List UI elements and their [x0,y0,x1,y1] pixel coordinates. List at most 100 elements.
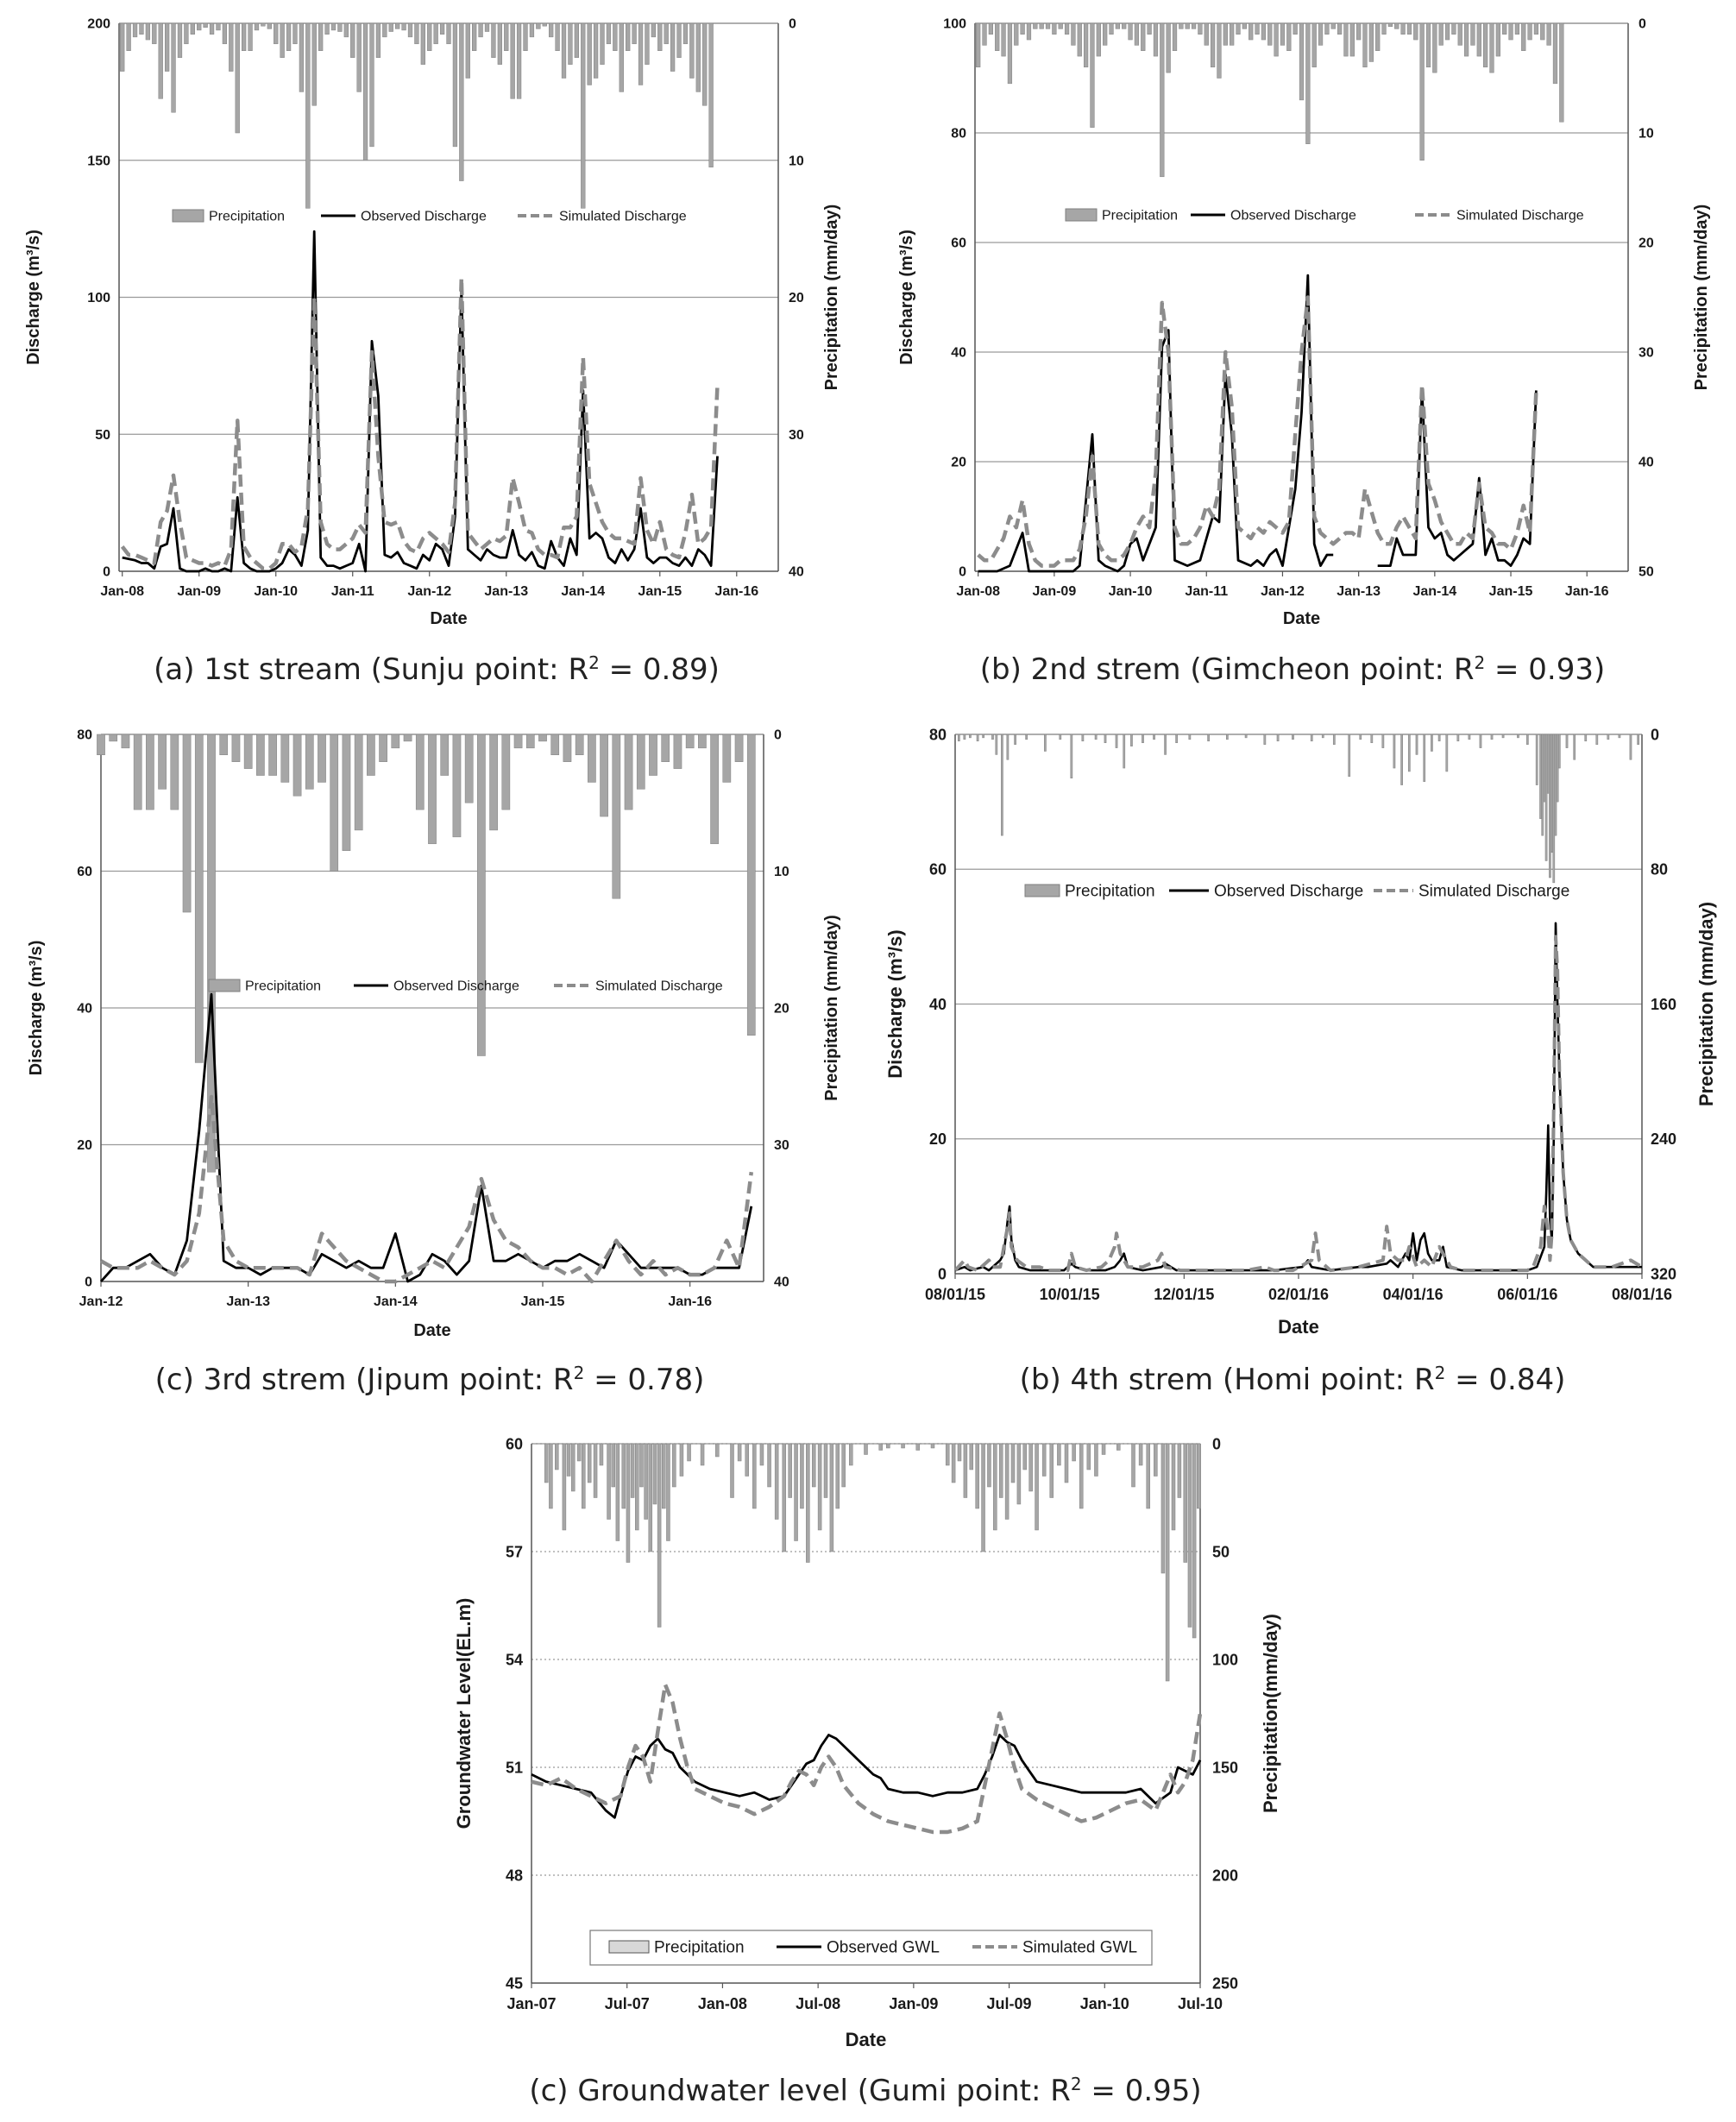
precip-bar [1177,1443,1182,1498]
precip-bar [995,734,998,755]
precip-bar [901,1443,905,1449]
precip-bar [1035,1443,1039,1531]
precip-bar [1101,1443,1106,1455]
precip-bar [1188,734,1192,740]
precip-bar [782,1443,787,1552]
precip-bar [1153,734,1155,740]
precip-bar [563,734,572,762]
y2-tick-label: 50 [1639,565,1654,580]
precip-bar [1138,1443,1143,1466]
panel-caption: (b) 2nd strem (Gimcheon point: R2 = 0.93… [980,652,1606,687]
precip-bar [1057,1443,1061,1466]
legend-swatch-precipitation [1065,208,1098,222]
precip-bar [788,1443,792,1498]
x-tick-label: Jan-10 [254,584,298,599]
precip-bar [305,734,314,790]
legend-box [589,1930,1153,1966]
precip-bar [630,1443,635,1498]
precip-bar [510,22,515,99]
precip-bar [998,1443,1003,1498]
precip-bar [261,22,266,27]
legend-label: Precipitation [654,1939,745,1957]
y2-tick-label: 50 [1212,1543,1230,1560]
y2-tick-label: 0 [774,728,782,743]
precip-bar [1445,734,1449,772]
precip-bar [722,734,732,783]
precip-bar [993,1443,997,1531]
panel-caption: (c) 3rd strem (Jipum point: R2 = 0.78) [155,1363,705,1397]
precip-bar [235,22,240,134]
precip-bar [1223,22,1228,46]
precip-bar [1166,22,1171,73]
precip-bar [1544,734,1548,861]
x-tick-label: Jan-09 [177,584,221,599]
precip-bar [1006,734,1010,760]
precip-bar [976,22,981,68]
precip-bar [1490,734,1494,740]
precip-bar [698,734,707,749]
x-tick-label: Jan-15 [638,584,682,599]
legend-swatch-precipitation [208,979,241,992]
precip-bar [1381,734,1385,748]
legend-label: Simulated Discharge [1418,883,1569,901]
precip-bar [600,734,608,817]
precip-bar [1559,22,1564,123]
legend: Precipitation Observed Discharge Simulated… [208,979,723,994]
precip-bar [525,734,535,749]
precip-bar [607,1443,611,1520]
precip-bar [379,734,387,762]
precip-bar [800,1443,804,1509]
precip-bar [1557,734,1561,769]
precip-bar [593,22,599,79]
precip-bar [268,734,277,776]
precip-bar [666,1443,670,1541]
precip-bar [841,1443,846,1488]
precip-bar [587,1443,592,1483]
precip-bar [1362,22,1368,68]
precip-bar [1444,22,1450,41]
precip-bar [1115,734,1118,748]
precip-bar [644,1443,648,1520]
y-tick-label: 0 [959,565,966,580]
precip-bar [267,22,272,29]
precip-bar [216,22,221,31]
precip-bar [207,734,216,1173]
precip-bar [491,22,496,58]
precip-bar [1533,22,1539,35]
precip-bar [1171,1443,1176,1531]
precip-bar [1204,22,1209,46]
precip-bar [1349,22,1355,57]
precip-bar [1096,22,1101,57]
precip-bar [566,1443,571,1477]
precip-bar [1470,22,1475,46]
precip-bar [619,22,624,92]
precip-bar [343,22,349,38]
precip-bar [982,734,984,739]
precip-bar [1115,22,1120,29]
precip-bar [109,734,118,742]
precip-bar [1207,734,1210,742]
precip-bar [299,22,305,92]
precip-bar [835,1443,840,1509]
precip-bar [1514,22,1520,35]
precip-bar [1554,734,1557,836]
precip-bar [576,1443,582,1462]
precip-bar [752,1443,757,1509]
precip-bar [568,22,573,65]
y-axis-title: Discharge (m³/s) [884,929,906,1078]
precip-bar [1083,22,1089,68]
panel-caption: (c) Groundwater level (Gumi point: R2 = … [529,2074,1201,2108]
y2-tick-label: 100 [1212,1651,1238,1668]
x-tick-label: Jan-16 [1565,584,1609,599]
precip-bar [734,734,744,762]
precip-bar [1375,22,1381,51]
precip-bar [635,1443,639,1531]
precip-bar [472,22,477,51]
y-tick-label: 40 [77,1002,92,1017]
precip-bar [139,22,144,35]
precip-bar [1556,734,1559,803]
legend-label: Simulated Discharge [595,979,723,994]
precip-bar [1175,734,1178,744]
y-axis-title: Discharge (m³/s) [897,230,916,365]
observed-series-line [978,274,1334,573]
